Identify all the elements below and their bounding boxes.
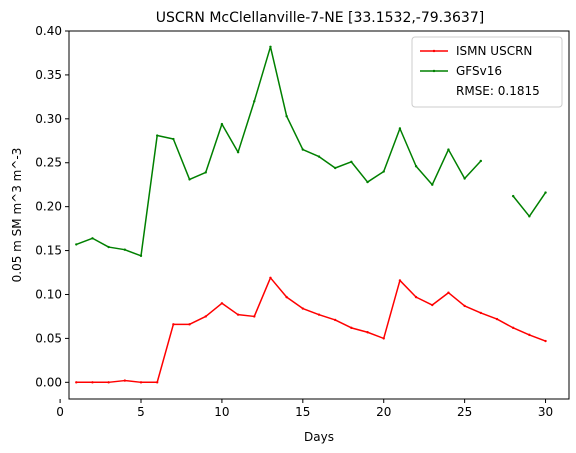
data-point-gfsv16	[333, 166, 337, 170]
data-point-ismn-uscrn	[107, 381, 110, 384]
series-line-gfsv16	[76, 46, 482, 257]
data-point-gfsv16	[544, 191, 547, 194]
data-point-gfsv16	[285, 114, 288, 118]
data-point-gfsv16	[382, 170, 385, 173]
data-point-ismn-uscrn	[236, 313, 240, 316]
data-point-ismn-uscrn	[350, 326, 353, 330]
data-point-gfsv16	[123, 248, 127, 251]
data-point-gfsv16	[236, 151, 240, 154]
data-point-gfsv16	[220, 122, 224, 126]
legend-marker-ismn-uscrn	[432, 49, 436, 53]
data-point-ismn-uscrn	[188, 323, 191, 326]
data-point-gfsv16	[447, 148, 450, 151]
x-tick-label: 25	[457, 405, 472, 419]
data-point-ismn-uscrn	[269, 276, 272, 279]
y-tick-label: 0.35	[35, 68, 62, 82]
data-point-ismn-uscrn	[382, 337, 385, 340]
data-point-ismn-uscrn	[463, 304, 466, 308]
x-tick-label: 20	[376, 405, 391, 419]
series-line-gfsv16	[512, 192, 547, 218]
data-point-gfsv16	[269, 45, 272, 49]
data-point-gfsv16	[172, 137, 175, 141]
data-point-ismn-uscrn	[528, 333, 531, 337]
y-tick-label: 0.30	[35, 112, 62, 126]
data-point-ismn-uscrn	[301, 307, 305, 310]
data-point-ismn-uscrn	[495, 317, 499, 321]
data-point-ismn-uscrn	[91, 381, 94, 384]
data-point-gfsv16	[479, 159, 483, 163]
data-point-ismn-uscrn	[366, 331, 369, 334]
data-point-ismn-uscrn	[139, 381, 143, 384]
data-point-gfsv16	[155, 134, 159, 137]
data-point-gfsv16	[431, 183, 434, 186]
legend-annotation: RMSE: 0.1815	[456, 84, 540, 98]
data-point-gfsv16	[350, 160, 353, 164]
data-point-ismn-uscrn	[123, 379, 127, 382]
data-point-gfsv16	[91, 237, 94, 240]
series-line-ismn-uscrn	[76, 277, 546, 384]
data-point-gfsv16	[463, 177, 466, 180]
legend-marker-gfsv16	[432, 69, 436, 73]
data-point-gfsv16	[204, 171, 207, 174]
data-point-ismn-uscrn	[479, 311, 483, 315]
data-point-gfsv16	[75, 243, 78, 246]
data-point-gfsv16	[188, 178, 191, 181]
data-point-ismn-uscrn	[204, 315, 207, 318]
data-point-gfsv16	[253, 100, 256, 103]
data-point-gfsv16	[414, 165, 418, 168]
x-tick-label: 5	[137, 405, 145, 419]
y-tick-label: 0.15	[35, 244, 62, 258]
data-point-gfsv16	[301, 148, 305, 151]
data-point-ismn-uscrn	[75, 381, 78, 384]
data-point-ismn-uscrn	[220, 302, 224, 305]
data-point-ismn-uscrn	[155, 381, 159, 384]
y-tick-label: 0.20	[35, 200, 62, 214]
data-point-ismn-uscrn	[172, 323, 175, 326]
data-point-gfsv16	[398, 127, 402, 130]
y-tick-label: 0.40	[35, 24, 62, 38]
data-point-ismn-uscrn	[431, 303, 434, 307]
x-axis-label: Days	[304, 430, 334, 444]
data-point-gfsv16	[528, 215, 531, 218]
data-point-gfsv16	[139, 254, 143, 258]
chart-title: USCRN McClellanville-7-NE [33.1532,-79.3…	[156, 10, 484, 26]
y-tick-label: 0.00	[35, 375, 62, 389]
y-tick-label: 0.25	[35, 156, 62, 170]
data-point-gfsv16	[366, 180, 369, 184]
data-point-gfsv16	[511, 194, 515, 198]
y-tick-label: 0.05	[35, 331, 62, 345]
x-tick-label: 30	[538, 405, 553, 419]
data-point-ismn-uscrn	[398, 279, 402, 282]
data-point-ismn-uscrn	[414, 295, 418, 299]
plot-area	[68, 30, 570, 400]
data-point-ismn-uscrn	[317, 313, 321, 316]
y-axis-label: 0.05 m SM m^3 m^-3	[10, 148, 24, 283]
x-tick-label: 10	[214, 405, 229, 419]
series-layer	[75, 45, 547, 384]
data-point-gfsv16	[107, 245, 110, 249]
data-point-ismn-uscrn	[253, 315, 256, 318]
data-point-gfsv16	[317, 155, 321, 158]
legend-box	[411, 36, 563, 108]
x-tick-label: 0	[56, 405, 64, 419]
x-axis: 0 5 10 15 20 25 30	[56, 399, 553, 419]
data-point-ismn-uscrn	[333, 318, 337, 322]
x-tick-label: 15	[295, 405, 310, 419]
y-axis: 0.00 0.05 0.10 0.15 0.20 0.25 0.30 0.35 0.40	[35, 24, 69, 389]
legend-label-ismn-uscrn: ISMN USCRN	[456, 44, 532, 58]
data-point-ismn-uscrn	[285, 295, 288, 299]
y-tick-label: 0.10	[35, 287, 62, 301]
legend: ISMN USCRN GFSv16 RMSE: 0.1815	[411, 36, 563, 108]
data-point-ismn-uscrn	[511, 326, 515, 330]
data-point-ismn-uscrn	[447, 291, 450, 294]
data-point-ismn-uscrn	[544, 339, 547, 343]
legend-label-gfsv16: GFSv16	[456, 64, 502, 78]
plot-frame	[68, 30, 570, 400]
